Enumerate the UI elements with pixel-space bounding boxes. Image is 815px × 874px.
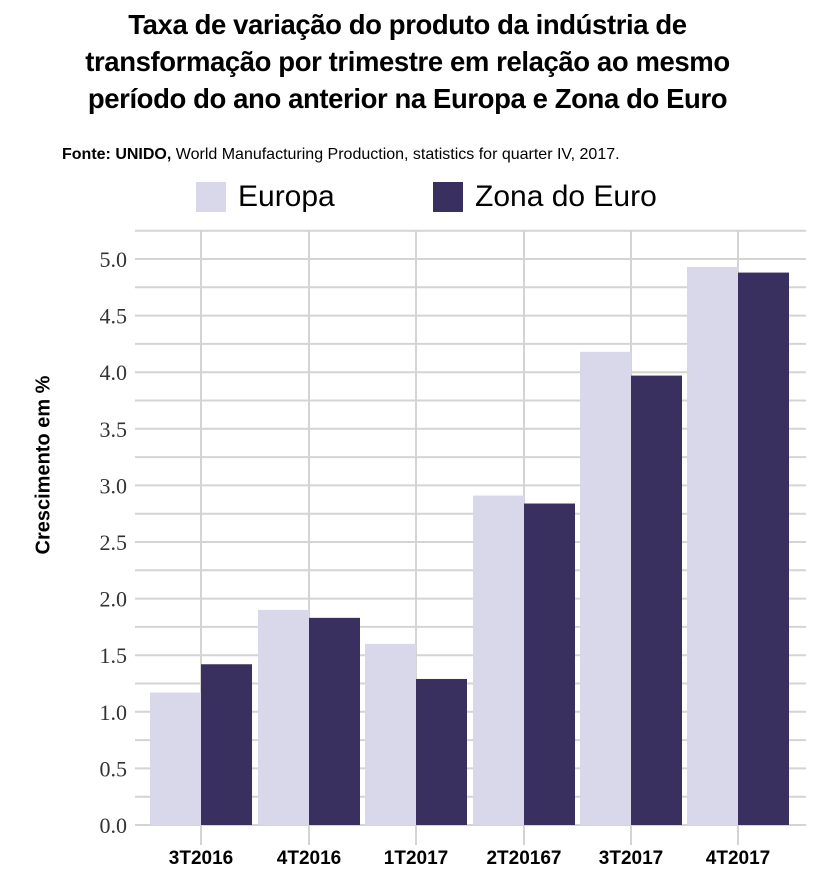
y-tick-label: 1.0: [100, 700, 128, 725]
x-tick-label: 2T20167: [486, 848, 561, 869]
bar-europa: [365, 643, 416, 825]
chart-title-line: Taxa de variação do produto da indústria…: [128, 9, 687, 40]
legend-swatch-europa: [196, 182, 226, 212]
chart-title-line: período do ano anterior na Europa e Zona…: [87, 83, 728, 114]
bar-zona-do-euro: [524, 503, 575, 825]
y-tick-label: 3.5: [100, 417, 128, 442]
legend-label-zona-do-euro: Zona do Euro: [475, 180, 657, 213]
legend-item-europa: Europa: [196, 180, 335, 214]
x-tick-label: 4T2016: [277, 848, 341, 869]
x-tick-label: 3T2017: [599, 848, 663, 869]
bar-zona-do-euro: [416, 678, 467, 825]
chart-source: Fonte: UNIDO, World Manufacturing Produc…: [62, 146, 620, 164]
y-tick-label: 0.5: [100, 756, 128, 781]
legend-label-europa: Europa: [238, 180, 335, 213]
bar-zona-do-euro: [631, 375, 682, 825]
y-tick-label: 4.5: [100, 304, 128, 329]
legend-item-zona-do-euro: Zona do Euro: [433, 180, 657, 214]
x-tick-label: 4T2017: [706, 848, 770, 869]
y-tick-label: 2.5: [100, 530, 128, 555]
y-tick-label: 5.0: [100, 247, 128, 272]
y-tick-label: 0.0: [100, 813, 128, 838]
y-tick-label: 2.0: [100, 587, 128, 612]
chart-title: Taxa de variação do produto da indústria…: [0, 6, 815, 117]
bar-europa: [473, 495, 524, 825]
y-tick-label: 4.0: [100, 360, 128, 385]
x-tick-label: 3T2016: [169, 848, 233, 869]
bar-europa: [580, 351, 631, 825]
chart-title-line: transformação por trimestre em relação a…: [85, 46, 730, 77]
bar-europa: [258, 609, 309, 825]
y-tick-label: 3.0: [100, 473, 128, 498]
bar-europa: [150, 692, 201, 825]
bar-zona-do-euro: [201, 664, 252, 825]
legend: Europa Zona do Euro: [0, 180, 815, 220]
source-text: World Manufacturing Production, statisti…: [171, 146, 620, 163]
bar-zona-do-euro: [309, 617, 360, 825]
x-tick-label: 1T2017: [384, 848, 448, 869]
bar-europa: [687, 266, 738, 825]
y-tick-label: 1.5: [100, 643, 128, 668]
bar-zona-do-euro: [738, 272, 789, 826]
legend-swatch-zona-do-euro: [433, 182, 463, 212]
source-label: Fonte: UNIDO,: [62, 146, 172, 163]
